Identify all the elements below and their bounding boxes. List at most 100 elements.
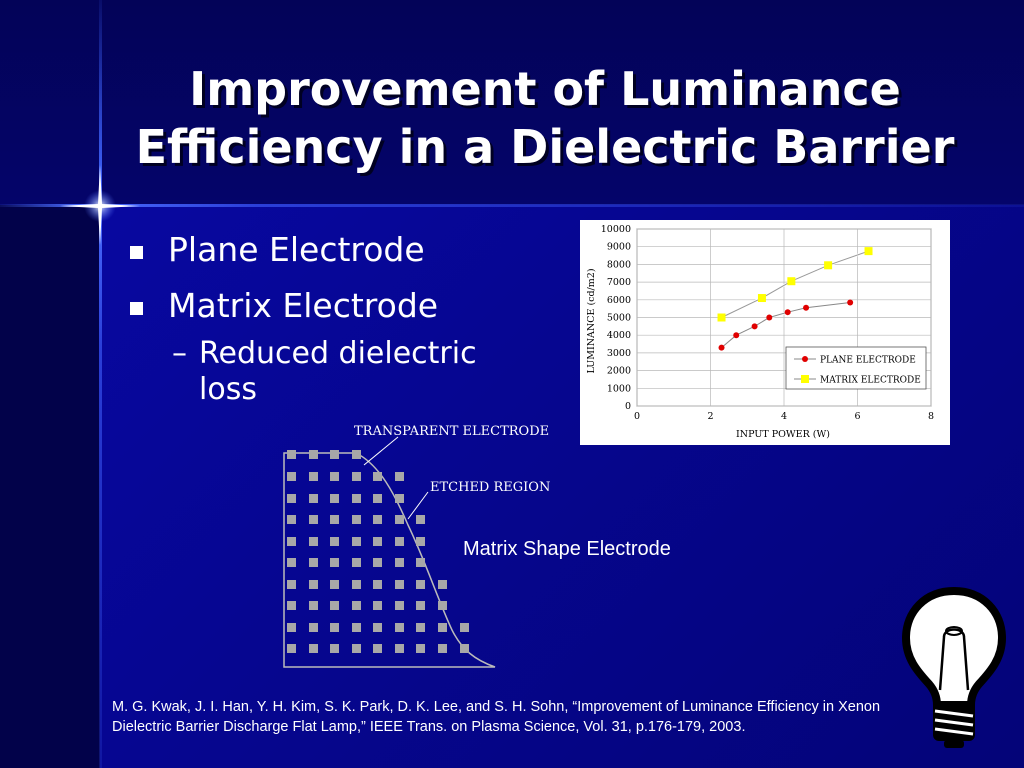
electrode-dot (416, 623, 425, 632)
legend-label: PLANE ELECTRODE (820, 356, 916, 366)
electrode-dot (330, 537, 339, 546)
electrode-dot (460, 623, 469, 632)
sub-bullet-label: Reduced dielectric loss (199, 336, 477, 408)
electrode-dot (352, 601, 361, 610)
electrode-dot (287, 472, 296, 481)
electrode-dot (287, 558, 296, 567)
electrode-dot (287, 623, 296, 632)
electrode-dot (330, 472, 339, 481)
bullet-label: Plane Electrode (168, 230, 425, 269)
electrode-outline (283, 452, 496, 668)
sub-bullet-line-2: loss (199, 372, 257, 407)
electrode-dot (395, 601, 404, 610)
electrode-dot (309, 494, 318, 503)
x-tick-label: 6 (854, 411, 860, 422)
electrode-dot (287, 494, 296, 503)
data-point (847, 299, 854, 306)
electrode-dot (416, 644, 425, 653)
electrode-dot (309, 558, 318, 567)
electrode-dot (330, 450, 339, 459)
data-point (733, 332, 740, 339)
y-tick-label: 5000 (607, 313, 631, 324)
electrode-dot (309, 472, 318, 481)
legend-marker (802, 356, 808, 362)
square-bullet-icon (130, 246, 143, 259)
electrode-dot (330, 623, 339, 632)
transparent-electrode-label: TRANSPARENT ELECTRODE (354, 424, 549, 439)
y-tick-label: 8000 (607, 259, 631, 270)
electrode-dot (438, 580, 447, 589)
data-point (751, 323, 758, 330)
data-point (787, 277, 796, 286)
y-tick-label: 1000 (607, 383, 631, 394)
y-tick-label: 3000 (607, 348, 631, 359)
electrode-dot (330, 580, 339, 589)
electrode-dot (438, 644, 447, 653)
x-axis-label: INPUT POWER (W) (736, 429, 830, 440)
electrode-dot (416, 515, 425, 524)
legend-marker (801, 375, 809, 383)
data-point (803, 304, 810, 311)
title-band (0, 0, 1024, 205)
electrode-dot (416, 601, 425, 610)
y-tick-label: 0 (625, 401, 631, 412)
x-tick-label: 4 (781, 411, 787, 422)
electrode-dot (330, 515, 339, 524)
slide-title: Improvement of Luminance Efficiency in a… (110, 60, 980, 176)
electrode-dot (395, 472, 404, 481)
electrode-dot (352, 515, 361, 524)
transparent-electrode-leader (363, 436, 399, 466)
electrode-dot (373, 537, 382, 546)
electrode-dot-matrix (287, 450, 469, 653)
etched-region-leader (407, 491, 429, 520)
electrode-dot (395, 623, 404, 632)
electrode-dot (287, 537, 296, 546)
electrode-dot (373, 644, 382, 653)
sparkle-icon (60, 165, 140, 245)
title-line-1: Improvement of Luminance (189, 62, 901, 116)
reference-citation: M. G. Kwak, J. I. Han, Y. H. Kim, S. K. … (112, 699, 881, 735)
y-tick-label: 2000 (607, 366, 631, 377)
square-bullet-icon (130, 302, 143, 315)
electrode-dot (395, 580, 404, 589)
electrode-dot (352, 623, 361, 632)
electrode-dot (309, 515, 318, 524)
electrode-dot (330, 644, 339, 653)
electrode-dot (352, 644, 361, 653)
figure-caption: Matrix Shape Electrode (463, 538, 671, 560)
electrode-dot (395, 537, 404, 546)
y-tick-label: 6000 (607, 295, 631, 306)
legend-label: MATRIX ELECTRODE (820, 376, 921, 386)
bullet-item-plane: Plane Electrode (130, 230, 510, 270)
electrode-dot (373, 623, 382, 632)
electrode-dot (373, 580, 382, 589)
data-point (824, 261, 833, 270)
legend-box (785, 346, 927, 390)
electrode-dot (352, 580, 361, 589)
electrode-dot (373, 472, 382, 481)
electrode-dot (416, 558, 425, 567)
data-point (717, 313, 726, 322)
electrode-dot (460, 644, 469, 653)
etched-region-label: ETCHED REGION (430, 480, 550, 495)
data-point (864, 247, 873, 256)
x-tick-label: 2 (707, 411, 713, 422)
electrode-dot (309, 580, 318, 589)
electrode-dot (373, 494, 382, 503)
electrode-dot (287, 644, 296, 653)
title-line-2: Efficiency in a Dielectric Barrier (135, 120, 955, 174)
y-axis-label: LUMINANCE (cd/m2) (586, 268, 597, 373)
electrode-dot (287, 450, 296, 459)
y-tick-label: 10000 (601, 224, 631, 235)
x-tick-label: 8 (928, 411, 934, 422)
electrode-dot (352, 537, 361, 546)
light-bulb-icon (901, 586, 1007, 748)
electrode-dot (287, 515, 296, 524)
sub-bullet-line-1: Reduced dielectric (199, 336, 477, 371)
electrode-dot (395, 558, 404, 567)
electrode-dot (373, 515, 382, 524)
electrode-dot (373, 601, 382, 610)
vertical-accent-line (99, 0, 102, 768)
electrode-dot (352, 450, 361, 459)
electrode-dot (309, 623, 318, 632)
